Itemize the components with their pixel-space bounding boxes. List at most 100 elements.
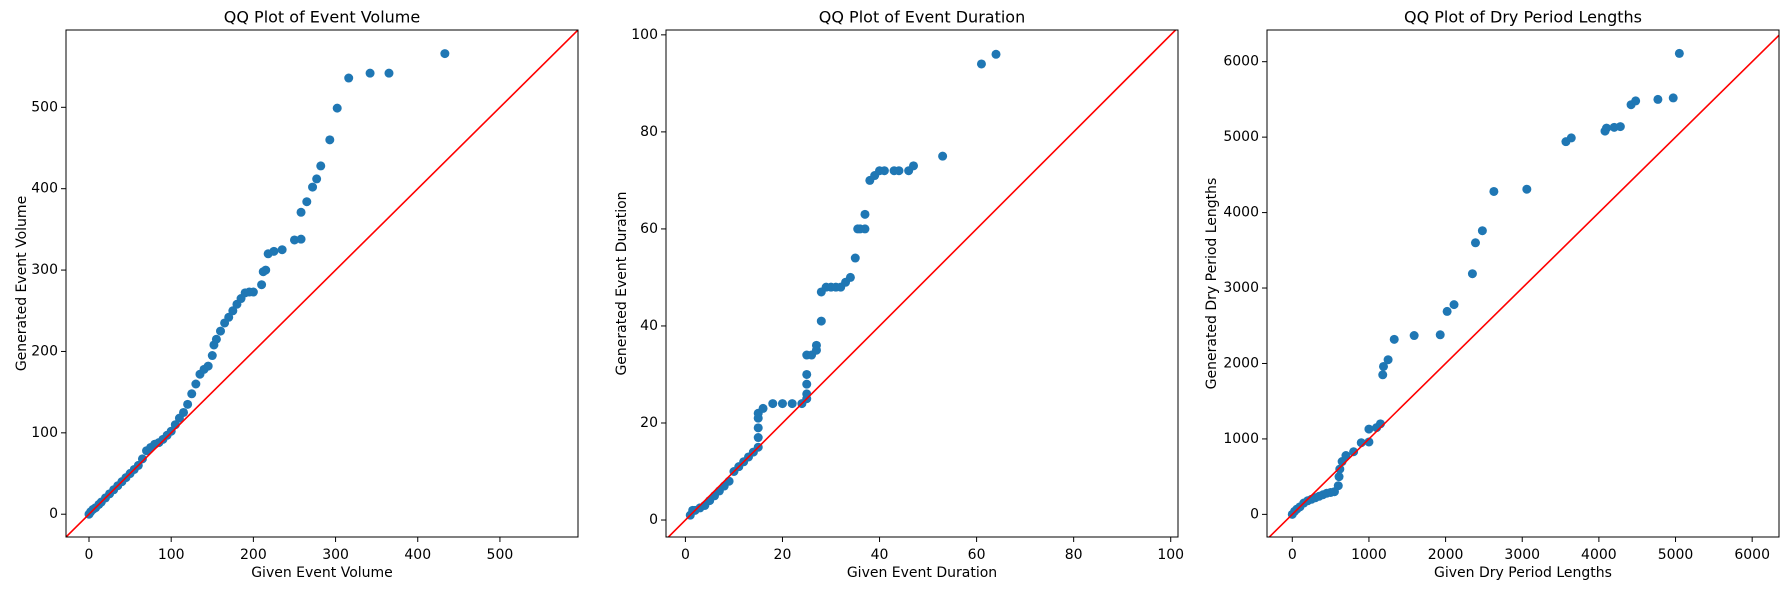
axes-frame [665, 29, 1179, 538]
point [440, 49, 450, 59]
point [187, 389, 197, 399]
point [248, 287, 258, 297]
y-tick-label: 4000 [1223, 205, 1259, 221]
y-tick-label: 20 [640, 415, 658, 431]
point [1409, 331, 1419, 341]
point [1467, 269, 1477, 279]
y-axis-label: Generated Dry Period Lengths [1204, 178, 1220, 390]
point [289, 235, 299, 245]
subplot: QQ Plot of Event Volume Given Event Volum… [14, 8, 579, 581]
x-tick-label: 3000 [1504, 547, 1540, 563]
point [991, 49, 1001, 59]
point [1364, 437, 1374, 447]
y-tick-label: 3000 [1223, 280, 1259, 296]
y-tick-label: 400 [31, 181, 58, 197]
point [1335, 464, 1345, 474]
y-tick-label: 6000 [1223, 54, 1259, 70]
point [1383, 355, 1393, 365]
point [816, 316, 826, 326]
point [261, 265, 271, 275]
point [938, 151, 948, 161]
x-tick-label: 400 [404, 547, 431, 563]
point [860, 209, 870, 219]
point [1378, 370, 1388, 380]
point [207, 351, 217, 361]
point [1364, 424, 1374, 434]
x-axis-label: Given Event Volume [251, 565, 393, 581]
x-tick-label: 0 [85, 547, 94, 563]
subplot-title: QQ Plot of Event Volume [224, 8, 420, 27]
y-tick-label: 5000 [1223, 129, 1259, 145]
point [976, 59, 986, 69]
x-tick-label: 300 [322, 547, 349, 563]
y-tick-label: 300 [31, 262, 58, 278]
point [811, 340, 821, 350]
y-tick-label: 100 [31, 425, 58, 441]
point [724, 476, 734, 486]
point [269, 246, 279, 256]
point [183, 399, 193, 409]
x-tick-label: 100 [158, 547, 185, 563]
y-tick-label: 60 [640, 221, 658, 237]
axes-frame [65, 29, 579, 538]
point [1442, 306, 1452, 316]
point [137, 454, 147, 464]
point [1668, 93, 1678, 103]
point [365, 68, 375, 78]
point [257, 280, 267, 290]
reference-line [66, 30, 578, 537]
y-tick-label: 0 [649, 512, 658, 528]
point [894, 166, 904, 176]
point [1435, 330, 1445, 340]
point [211, 334, 221, 344]
y-tick-label: 200 [31, 343, 58, 359]
point [296, 234, 306, 244]
point [777, 399, 787, 409]
point [845, 272, 855, 282]
point [1449, 300, 1459, 310]
x-tick-label: 5000 [1658, 547, 1694, 563]
point [308, 182, 318, 192]
x-tick-label: 1000 [1351, 547, 1387, 563]
x-tick-label: 0 [1288, 547, 1297, 563]
point [802, 379, 812, 389]
y-tick-label: 100 [631, 27, 658, 43]
point [191, 379, 201, 389]
point [1389, 334, 1399, 344]
x-tick-label: 60 [968, 547, 986, 563]
point [768, 399, 778, 409]
point [1489, 186, 1499, 196]
point [802, 389, 812, 399]
point [860, 224, 870, 234]
point [302, 197, 312, 207]
point [787, 399, 797, 409]
subplot-title: QQ Plot of Dry Period Lengths [1404, 8, 1642, 27]
y-tick-label: 2000 [1223, 355, 1259, 371]
x-axis-label: Given Dry Period Lengths [1434, 565, 1612, 581]
x-tick-label: 80 [1065, 547, 1083, 563]
point [879, 166, 889, 176]
y-axis-label: Generated Event Duration [614, 191, 630, 375]
axes-frame [1266, 29, 1780, 538]
points [66, 30, 578, 537]
point [228, 306, 238, 316]
reference-line [1268, 34, 1779, 537]
point [850, 253, 860, 263]
point [277, 245, 287, 255]
point [1334, 472, 1344, 482]
point [1674, 48, 1684, 58]
y-tick-label: 0 [1250, 506, 1259, 522]
point [1470, 238, 1480, 248]
y-axis-label: Generated Event Volume [14, 196, 30, 371]
point [325, 135, 335, 145]
point [1631, 96, 1641, 106]
point [1522, 184, 1532, 194]
point [384, 68, 394, 78]
y-tick-label: 80 [640, 124, 658, 140]
y-tick-label: 500 [31, 99, 58, 115]
subplot: QQ Plot of Event Duration Given Event Dur… [614, 8, 1184, 582]
point [216, 326, 226, 336]
x-tick-label: 200 [240, 547, 267, 563]
point [344, 73, 354, 83]
